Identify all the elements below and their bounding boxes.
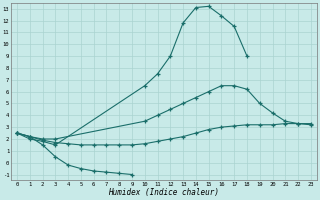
X-axis label: Humidex (Indice chaleur): Humidex (Indice chaleur) xyxy=(108,188,220,197)
